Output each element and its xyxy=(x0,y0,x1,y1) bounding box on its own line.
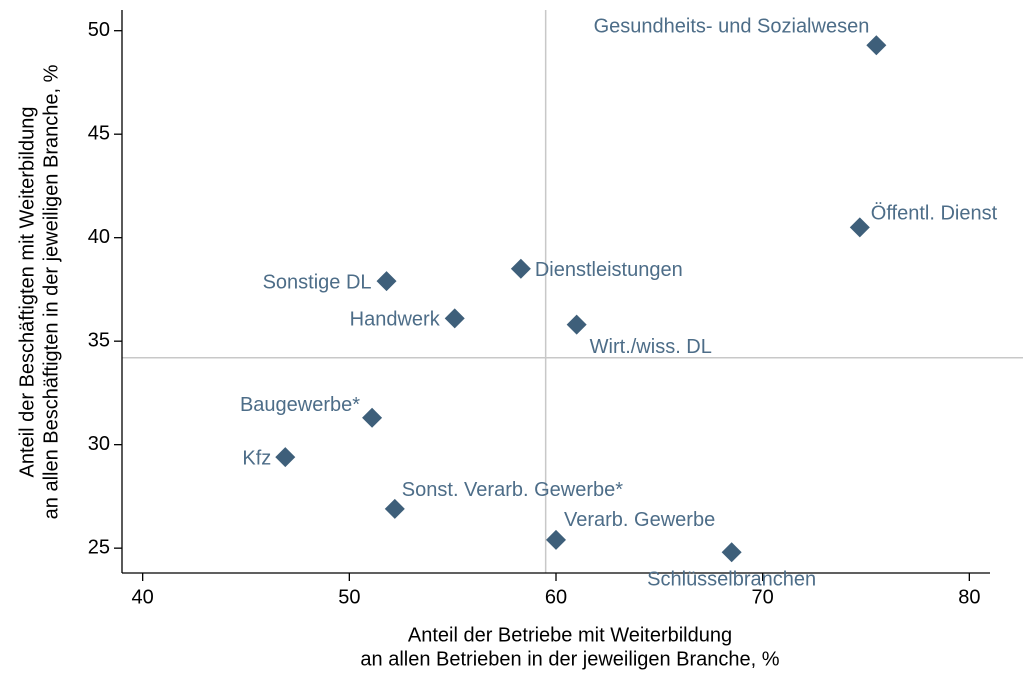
point xyxy=(849,217,870,238)
y-tick-label: 30 xyxy=(88,433,110,455)
x-axis-title: Anteil der Betriebe mit Weiterbildung xyxy=(408,624,732,646)
y-tick-label: 40 xyxy=(88,226,110,248)
x-tick-label: 60 xyxy=(545,586,567,608)
y-axis-title: an allen Beschäftigten in der jeweiligen… xyxy=(40,64,62,519)
point xyxy=(444,308,465,329)
point-label: Sonstige DL xyxy=(263,271,372,293)
y-axis-title: Anteil der Beschäftigten mit Weiterbildu… xyxy=(16,107,38,478)
y-tick-label: 35 xyxy=(88,329,110,351)
y-tick-label: 50 xyxy=(88,19,110,41)
point xyxy=(376,271,397,292)
y-tick-label: 25 xyxy=(88,536,110,558)
point-label: Sonst. Verarb. Gewerbe* xyxy=(402,479,623,501)
point xyxy=(510,258,531,279)
x-tick-label: 80 xyxy=(958,586,980,608)
x-axis-title: an allen Betrieben in der jeweiligen Bra… xyxy=(360,648,779,670)
point-label: Baugewerbe* xyxy=(240,394,360,416)
point-label: Verarb. Gewerbe xyxy=(564,509,715,531)
point-label: Schlüsselbranchen xyxy=(647,569,816,591)
point xyxy=(866,35,887,56)
point xyxy=(275,447,296,468)
point xyxy=(546,529,566,550)
point xyxy=(566,314,587,335)
point xyxy=(384,498,405,519)
point-label: Wirt./wiss. DL xyxy=(590,336,712,358)
point-label: Handwerk xyxy=(350,309,441,331)
point xyxy=(362,407,383,428)
x-tick-label: 70 xyxy=(752,586,774,608)
point xyxy=(721,542,742,563)
y-tick-label: 45 xyxy=(88,122,110,144)
point-label: Dienstleistungen xyxy=(535,259,683,281)
x-tick-label: 50 xyxy=(338,586,360,608)
point-label: Öffentl. Dienst xyxy=(871,203,998,225)
x-tick-label: 40 xyxy=(132,586,154,608)
point-label: Kfz xyxy=(242,447,271,469)
point-label: Gesundheits- und Sozialwesen xyxy=(594,15,870,37)
